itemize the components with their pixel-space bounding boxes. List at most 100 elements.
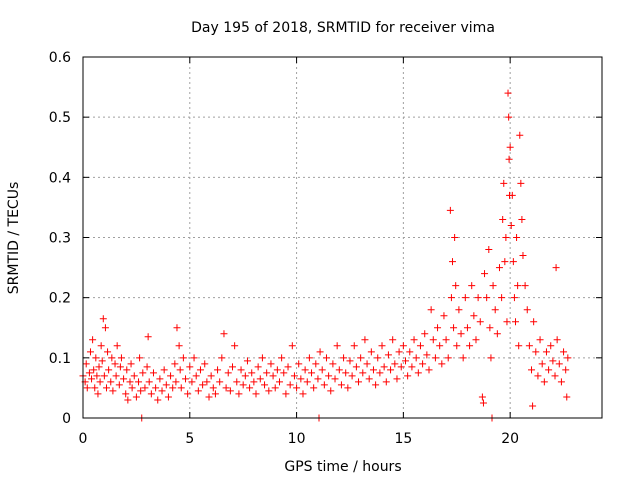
data-point	[192, 372, 200, 380]
data-point	[120, 375, 128, 383]
y-tick-label: 0.6	[49, 50, 71, 66]
data-point	[135, 378, 143, 386]
data-point	[502, 234, 510, 241]
data-point	[485, 246, 493, 254]
data-point	[564, 354, 572, 362]
data-point	[239, 381, 247, 389]
x-tick-label: 15	[394, 431, 412, 447]
data-point	[137, 387, 145, 395]
data-point	[288, 342, 296, 350]
data-point	[211, 390, 219, 398]
data-point	[507, 221, 515, 229]
y-tick-label: 0	[62, 411, 71, 427]
y-tick-label: 0.2	[49, 291, 71, 307]
data-point	[547, 342, 555, 350]
data-point	[472, 336, 480, 344]
data-point	[329, 360, 337, 368]
data-point	[333, 342, 341, 350]
data-point	[182, 375, 190, 383]
data-point	[126, 378, 134, 386]
data-point	[199, 381, 207, 389]
data-point	[116, 363, 124, 371]
data-point	[108, 354, 116, 362]
data-point	[186, 363, 194, 371]
data-point	[421, 330, 429, 338]
y-axis-label: SRMTID / TECUs	[6, 182, 22, 295]
data-point	[516, 131, 524, 139]
data-point	[498, 294, 506, 302]
data-point	[459, 354, 467, 362]
data-point	[365, 375, 373, 383]
data-point	[164, 393, 172, 401]
data-point	[99, 315, 107, 323]
data-point	[214, 366, 222, 374]
grid	[83, 57, 602, 418]
data-point	[560, 348, 568, 356]
data-point	[528, 366, 536, 374]
data-point	[355, 378, 363, 386]
data-point	[359, 369, 367, 377]
data-point	[431, 354, 439, 362]
data-point	[519, 252, 527, 260]
x-tick-label: 0	[79, 431, 88, 447]
y-tick-label: 0.1	[49, 351, 71, 367]
data-point	[303, 378, 311, 386]
data-point	[299, 390, 307, 398]
data-point	[549, 357, 557, 365]
data-point	[493, 330, 501, 338]
data-point	[152, 384, 160, 392]
data-point	[88, 375, 96, 383]
data-point	[248, 369, 256, 377]
data-point	[282, 390, 290, 398]
data-point	[127, 360, 135, 368]
data-point	[391, 360, 399, 368]
data-point	[220, 330, 228, 338]
data-point	[476, 318, 484, 326]
data-point	[256, 375, 264, 383]
data-point	[521, 282, 529, 290]
data-point	[177, 384, 185, 392]
x-axis-label: GPS time / hours	[284, 459, 401, 475]
data-point	[109, 387, 117, 395]
x-tick-label: 20	[501, 431, 519, 447]
data-point	[402, 357, 410, 365]
data-point	[85, 369, 93, 377]
data-point	[89, 336, 97, 344]
data-point	[374, 354, 382, 362]
data-point	[525, 342, 533, 350]
data-point	[139, 369, 147, 377]
data-point	[117, 354, 125, 362]
data-point	[194, 387, 202, 395]
data-point	[100, 372, 108, 380]
data-point	[123, 366, 131, 374]
data-point	[147, 390, 155, 398]
data-point	[508, 191, 516, 199]
data-point	[312, 360, 320, 368]
data-point	[111, 360, 119, 368]
data-point	[412, 354, 420, 362]
data-point	[263, 369, 271, 377]
data-point	[237, 366, 245, 374]
data-point	[483, 294, 491, 302]
data-point	[175, 342, 183, 350]
data-point	[481, 270, 489, 278]
data-point	[514, 282, 522, 290]
data-point	[136, 354, 144, 362]
data-point	[207, 372, 215, 380]
data-point	[461, 294, 469, 302]
data-point	[523, 306, 531, 314]
data-point	[466, 342, 474, 350]
data-point	[352, 363, 360, 371]
data-point	[115, 381, 123, 389]
data-point	[98, 357, 106, 365]
data-point	[479, 399, 487, 407]
data-point	[297, 375, 305, 383]
x-tick-labels: 0 5 10 15 20	[79, 431, 520, 447]
data-point	[320, 381, 328, 389]
data-point	[518, 215, 526, 223]
data-point	[382, 378, 390, 386]
data-point	[399, 342, 407, 350]
data-point	[384, 351, 392, 359]
data-point	[372, 381, 380, 389]
data-point	[293, 384, 301, 392]
